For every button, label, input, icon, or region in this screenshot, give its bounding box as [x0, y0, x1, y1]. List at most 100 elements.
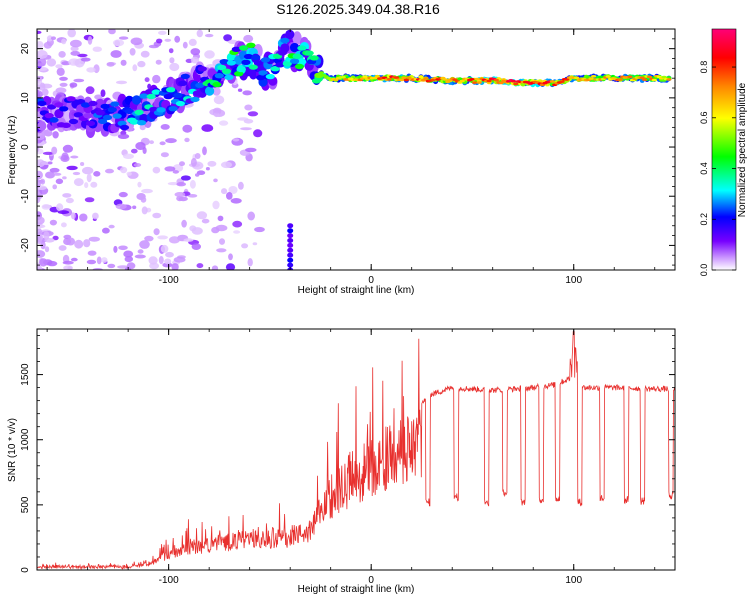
noise-speck — [183, 238, 194, 242]
noise-speck — [137, 181, 142, 188]
noise-speck — [196, 263, 204, 269]
noise-speck — [129, 48, 136, 56]
noise-speck — [70, 46, 79, 52]
snr-x-label: Height of straight line (km) — [298, 584, 415, 595]
noise-speck — [202, 146, 207, 156]
noise-speck — [165, 138, 177, 144]
colorbar-tick-label: 0.6 — [699, 112, 709, 125]
ridge-blob — [37, 121, 47, 131]
noise-speck — [37, 170, 43, 180]
noise-speck — [60, 155, 70, 162]
noise-speck — [120, 166, 128, 174]
ridge-blob — [292, 53, 302, 59]
ridge-blob — [394, 76, 400, 79]
ridge-blob — [309, 55, 319, 61]
noise-speck — [223, 34, 233, 42]
noise-speck — [211, 265, 219, 270]
noise-speck — [115, 80, 128, 85]
noise-speck — [201, 124, 214, 132]
ridge-blob — [243, 53, 254, 60]
noise-speck — [96, 256, 102, 265]
ridge-blob — [277, 50, 288, 56]
colorbar-label: Normalized spectral amplitude — [737, 82, 748, 217]
noise-speck — [241, 243, 249, 249]
colorbar-tick-label: 0.0 — [699, 264, 709, 277]
ridge-blob — [100, 103, 110, 110]
noise-speck — [43, 231, 50, 240]
ridge-blob — [304, 50, 314, 56]
noise-speck — [74, 239, 84, 249]
noise-speck — [110, 50, 122, 58]
noise-speck — [51, 36, 56, 40]
ridge-blob — [294, 63, 305, 70]
noise-speck — [86, 67, 96, 73]
noise-speck — [153, 228, 160, 236]
ridge-blob — [442, 78, 448, 81]
spectrogram-y-label: Frequency (Hz) — [7, 116, 18, 185]
noise-speck — [49, 219, 58, 226]
spectrogram-frame — [36, 28, 676, 271]
ridge-blob — [88, 100, 98, 107]
noise-speck — [215, 224, 228, 232]
noise-speck — [164, 38, 172, 42]
noise-speck — [148, 256, 158, 265]
ridge-blob — [95, 110, 105, 116]
ridge-blob — [265, 73, 275, 80]
noise-speck — [243, 119, 254, 124]
noise-speck — [132, 64, 138, 72]
ridge-blob — [574, 76, 580, 79]
noise-speck — [90, 181, 98, 188]
noise-speck — [160, 152, 169, 158]
ridge-blob — [110, 101, 120, 107]
ridge-blob — [119, 124, 130, 131]
noise-speck — [55, 64, 63, 69]
noise-speck — [47, 161, 53, 165]
ridge-blob — [651, 78, 657, 82]
noise-speck — [171, 263, 179, 270]
noise-speck — [172, 164, 184, 172]
noise-speck — [201, 218, 210, 224]
y-tick-label: 0 — [20, 567, 31, 573]
ridge-blob — [642, 78, 648, 81]
noise-speck — [204, 50, 215, 59]
ridge-blob — [256, 74, 266, 81]
noise-speck — [156, 38, 163, 44]
noise-speck — [212, 86, 221, 96]
ridge-blob — [173, 92, 183, 99]
ridge-blob — [666, 78, 672, 81]
noise-speck — [37, 30, 42, 34]
noise-speck — [46, 58, 57, 67]
y-tick-label: 20 — [20, 43, 31, 55]
noise-speck — [82, 166, 94, 175]
noise-speck — [217, 215, 224, 222]
ridge-blob — [85, 120, 96, 127]
noise-speck — [232, 138, 240, 142]
noise-speck — [180, 175, 191, 181]
noise-speck — [92, 212, 99, 220]
noise-speck — [37, 250, 46, 258]
noise-speck — [168, 48, 174, 54]
ridge-blob — [285, 29, 295, 40]
ridge-blob — [231, 46, 241, 52]
noise-speck — [73, 78, 85, 83]
noise-speck — [188, 38, 197, 47]
ridge-blob — [471, 81, 478, 84]
ridge-blob — [318, 71, 324, 74]
noise-speck — [51, 146, 58, 155]
noise-speck — [212, 200, 220, 210]
noise-speck — [134, 254, 146, 259]
ridge-blob — [374, 75, 380, 78]
noise-speck — [113, 245, 118, 253]
y-tick-label: 1000 — [20, 428, 31, 451]
noise-speck — [152, 74, 161, 84]
noise-speck — [37, 75, 43, 80]
noise-speck — [220, 161, 233, 169]
noise-speck — [179, 161, 185, 167]
ridge-blob — [124, 108, 134, 115]
ridge-blob — [469, 78, 475, 81]
noise-speck — [49, 167, 60, 173]
ridge-blob — [219, 59, 229, 65]
ridge-blob — [661, 75, 667, 79]
ridge-blob — [399, 78, 405, 82]
noise-speck — [37, 159, 45, 168]
